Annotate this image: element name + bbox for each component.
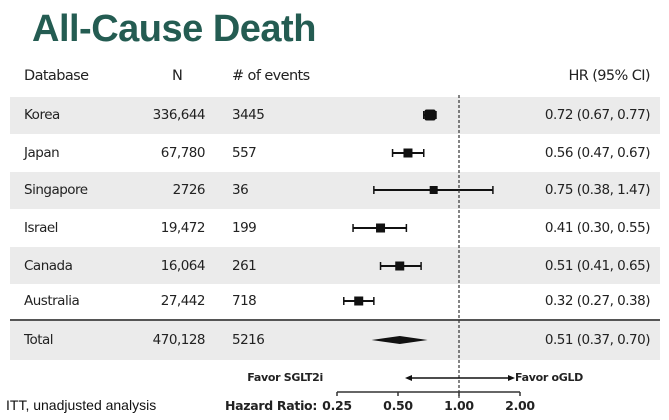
footnote: ITT, unadjusted analysis [6,397,157,413]
row-canada [10,247,660,284]
hr-cell: 0.51 (0.41, 0.65) [544,258,651,274]
arrow-left-icon [405,375,412,381]
hr-cell: 0.56 (0.47, 0.67) [544,145,651,161]
hr-cell: 0.75 (0.38, 1.47) [544,182,651,198]
row-korea [10,97,660,134]
x-tick-label: 0.50 [383,398,413,413]
database-cell: Japan [24,145,60,161]
header-events: # of events [232,68,310,84]
point-estimate [424,109,436,121]
database-cell: Canada [24,258,73,274]
chart-title: All-Cause Death [32,8,316,50]
hr-cell: 0.32 (0.27, 0.38) [544,293,651,309]
n-cell: 16,064 [160,258,206,274]
n-cell: 336,644 [152,107,206,123]
arrow-right-icon [508,375,515,381]
total-diamond [371,336,428,344]
database-cell: Korea [24,107,60,123]
hr-cell: 0.51 (0.37, 0.70) [544,332,651,348]
x-tick-label: 2.00 [505,398,535,413]
point-estimate [376,223,386,233]
favor-left-label: Favor SGLT2i [247,371,323,384]
row-total [10,321,660,360]
header-n: N [172,68,183,84]
header-hr: HR (95% CI) [568,68,650,84]
database-cell: Australia [24,293,80,309]
x-tick-label: 1.00 [444,398,474,413]
row-singapore [10,172,660,209]
x-tick-label: 0.25 [322,398,352,413]
hr-cell: 0.41 (0.30, 0.55) [544,220,651,236]
database-cell: Singapore [24,182,88,198]
database-cell: Israel [24,220,58,236]
point-estimate [395,261,405,271]
point-estimate [403,148,413,158]
events-cell: 557 [232,145,257,161]
point-estimate [429,186,438,194]
favor-right-label: Favor oGLD [515,371,584,384]
n-cell: 27,442 [160,293,206,309]
point-estimate [354,296,364,306]
events-cell: 199 [232,220,257,236]
events-cell: 5216 [232,332,265,348]
x-axis-label: Hazard Ratio: [224,398,318,413]
n-cell: 67,780 [160,145,206,161]
n-cell: 19,472 [160,220,206,236]
header-database: Database [24,68,89,84]
events-cell: 718 [232,293,257,309]
events-cell: 261 [232,258,257,274]
database-cell: Total [24,332,54,348]
hr-cell: 0.72 (0.67, 0.77) [544,107,651,123]
n-cell: 2726 [172,182,206,198]
events-cell: 3445 [232,107,265,123]
events-cell: 36 [232,182,249,198]
total-separator [10,319,660,321]
n-cell: 470,128 [152,332,206,348]
